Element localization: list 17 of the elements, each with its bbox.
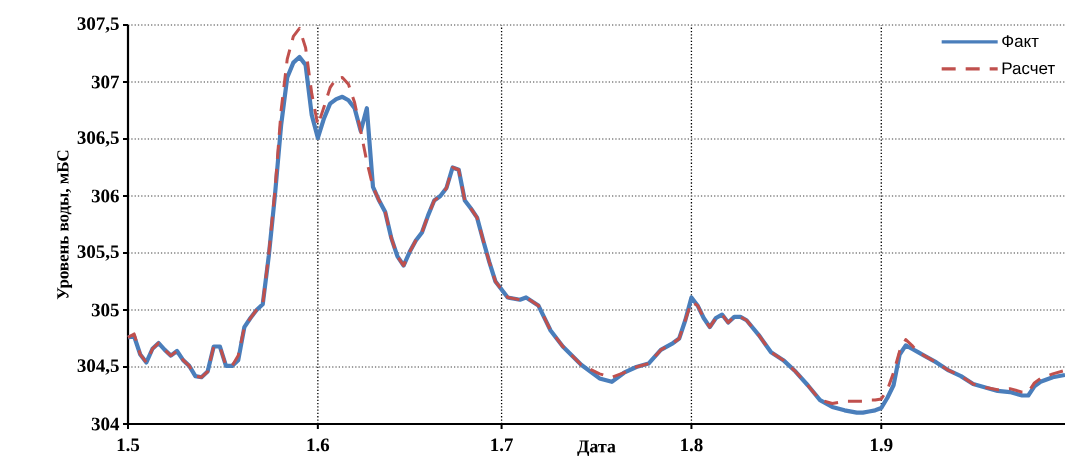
y-tick-label: 305 <box>91 303 119 317</box>
y-axis-title: Уровень воды, мБС <box>57 150 73 300</box>
x-tick-label: 1.5 <box>117 438 140 452</box>
x-axis-title: Дата <box>577 440 616 457</box>
y-tick-label: 305,5 <box>77 245 119 261</box>
x-tick-label: 1.6 <box>307 438 330 452</box>
x-tick-label: 1.9 <box>870 438 893 452</box>
legend-label: Факт <box>1002 35 1039 48</box>
y-tick-label: 306 <box>91 189 119 203</box>
x-tick-label: 1.7 <box>491 438 513 452</box>
y-tick-label: 307 <box>91 75 120 89</box>
x-tick-label: 1.8 <box>681 438 703 452</box>
y-tick-label: 307,5 <box>77 17 119 33</box>
y-tick-label: 304,5 <box>77 359 119 375</box>
legend-label: Расчет <box>1002 62 1055 75</box>
y-tick-label: 304 <box>91 417 120 431</box>
y-tick-label: 306,5 <box>77 131 119 147</box>
